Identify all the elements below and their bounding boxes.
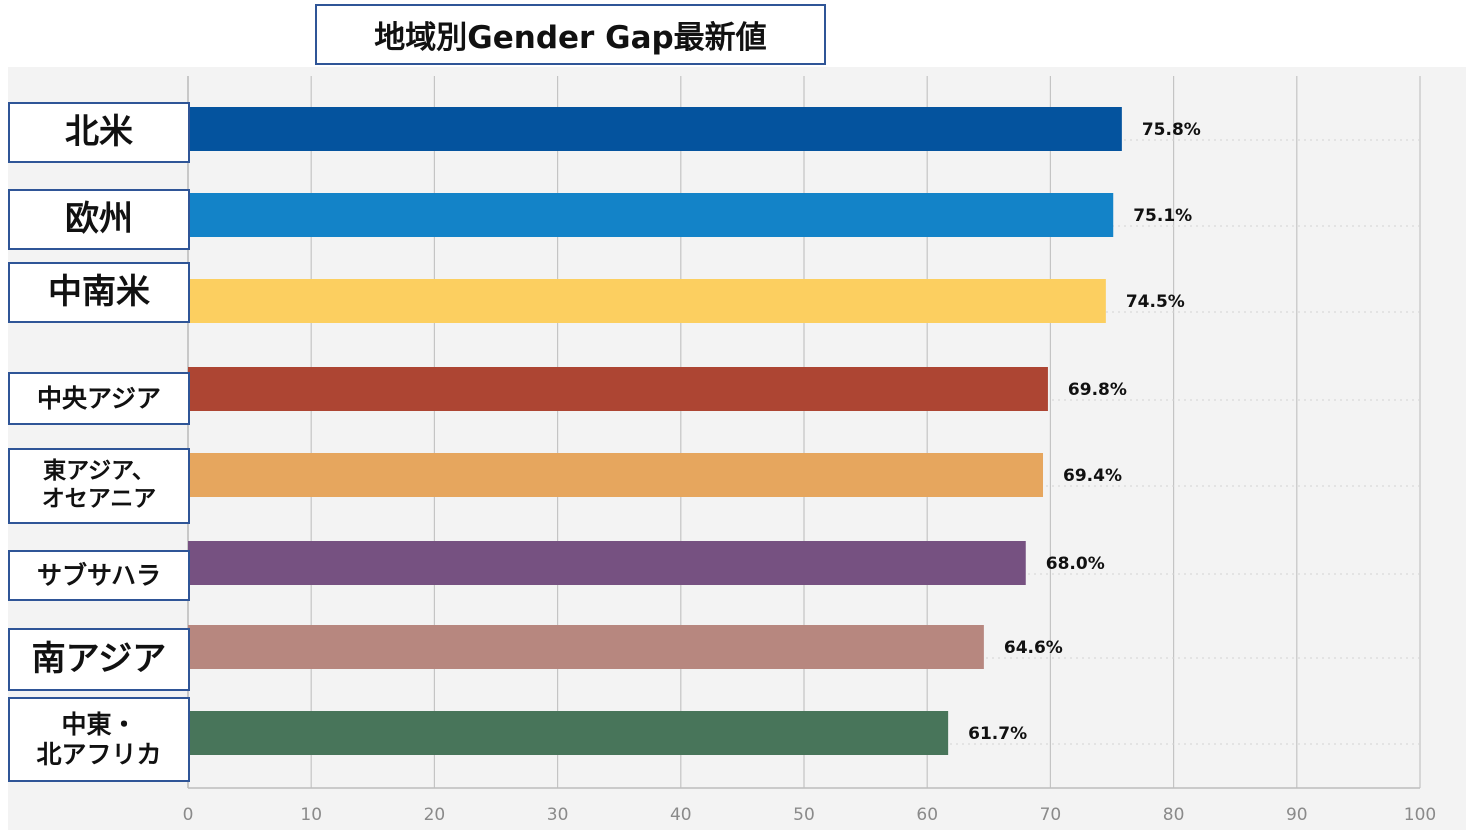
data-label: 69.8% <box>1068 380 1127 400</box>
data-label: 61.7% <box>968 724 1027 744</box>
category-label: 南アジア <box>8 628 190 691</box>
bar <box>188 367 1048 411</box>
data-label: 75.8% <box>1142 120 1201 140</box>
x-tick-label: 40 <box>670 805 692 825</box>
x-tick-label: 20 <box>424 805 446 825</box>
bar <box>188 279 1106 323</box>
bar <box>188 193 1114 237</box>
data-label: 75.1% <box>1133 206 1192 226</box>
data-label: 74.5% <box>1126 292 1185 312</box>
x-tick-label: 10 <box>300 805 322 825</box>
x-tick-label: 100 <box>1404 805 1436 825</box>
x-tick-label: 0 <box>183 805 194 825</box>
bar <box>188 711 949 755</box>
category-label: 中東・ 北アフリカ <box>8 697 190 782</box>
bar <box>188 453 1044 497</box>
category-label: 中央アジア <box>8 372 190 425</box>
category-label: 欧州 <box>8 189 190 250</box>
x-tick-label: 90 <box>1286 805 1308 825</box>
x-tick-label: 50 <box>793 805 815 825</box>
bar <box>188 541 1026 585</box>
data-label: 68.0% <box>1046 554 1105 574</box>
data-label: 64.6% <box>1004 638 1063 658</box>
bar <box>188 107 1122 151</box>
category-label: 北米 <box>8 102 190 163</box>
category-label: 東アジア、 オセアニア <box>8 448 190 524</box>
x-tick-label: 70 <box>1040 805 1062 825</box>
bar <box>188 625 984 669</box>
category-label: 中南米 <box>8 262 190 323</box>
chart-title: 地域別Gender Gap最新値 <box>315 4 826 65</box>
data-label: 69.4% <box>1063 466 1122 486</box>
x-tick-label: 30 <box>547 805 569 825</box>
category-label: サブサハラ <box>8 550 190 601</box>
x-tick-label: 60 <box>916 805 938 825</box>
x-tick-label: 80 <box>1163 805 1185 825</box>
